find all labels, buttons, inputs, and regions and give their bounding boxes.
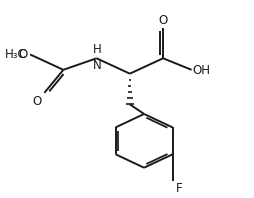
Text: H: H (93, 43, 101, 56)
Text: H₃C: H₃C (5, 48, 26, 61)
Text: O: O (33, 95, 42, 108)
Text: N: N (93, 59, 101, 72)
Text: O: O (19, 48, 28, 61)
Text: O: O (158, 14, 168, 27)
Text: F: F (176, 182, 183, 195)
Text: OH: OH (193, 64, 211, 77)
